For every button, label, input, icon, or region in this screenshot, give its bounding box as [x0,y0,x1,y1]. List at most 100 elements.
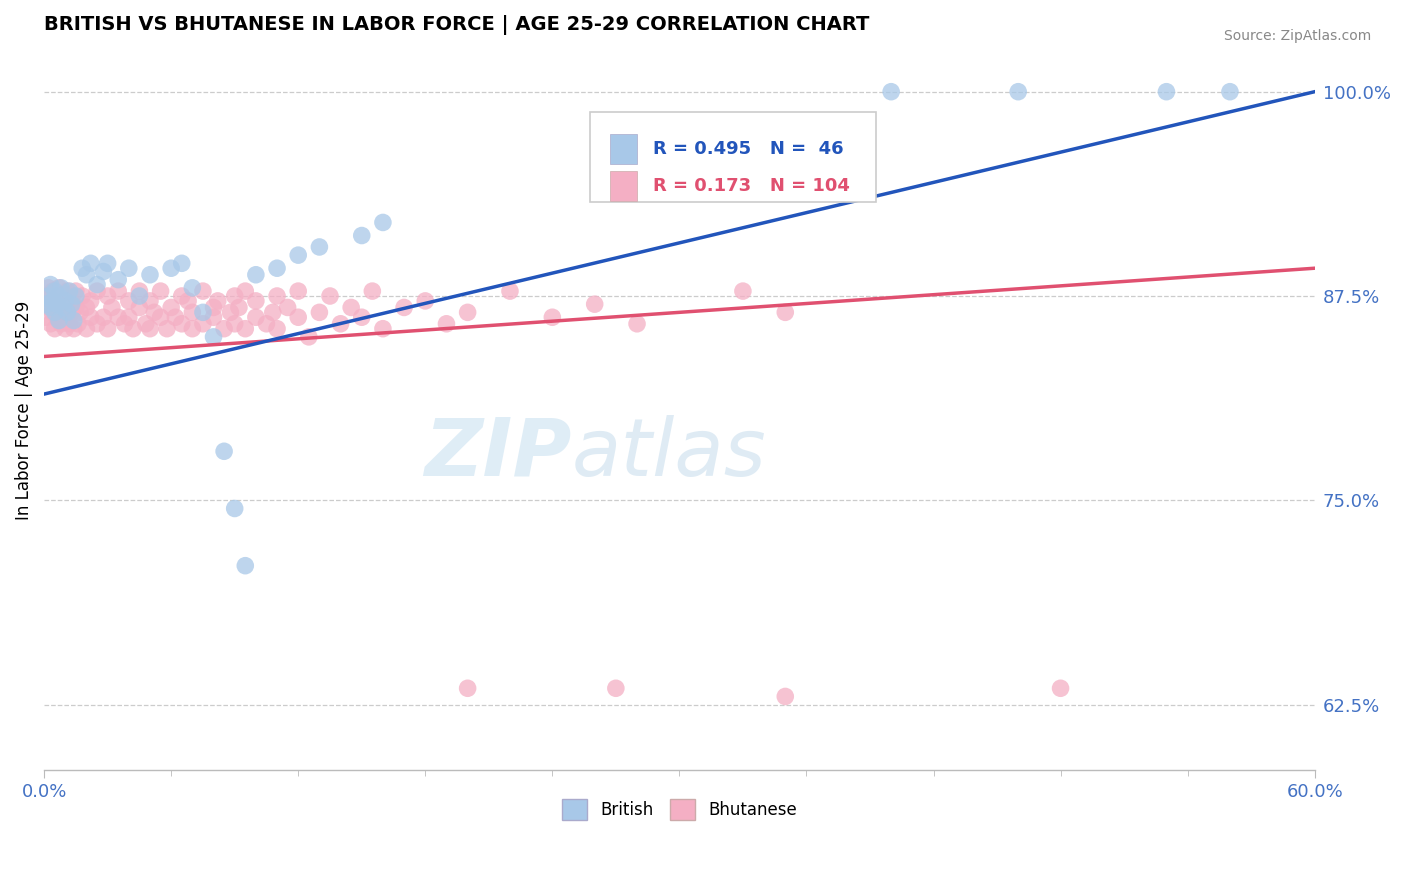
Point [37,297,59,311]
Point [122,321,145,335]
Point [181,305,204,319]
Point [287,310,309,325]
Text: R = 0.495   N =  46: R = 0.495 N = 46 [652,140,844,158]
Point [392,301,415,315]
Point [181,281,204,295]
Point [86,317,108,331]
Point [107,273,129,287]
Point [65,289,87,303]
Point [48,281,70,295]
Point [52,301,75,315]
Text: R = 0.173   N = 104: R = 0.173 N = 104 [652,177,849,194]
Point [44,305,66,319]
Point [93,310,115,325]
Text: atlas: atlas [571,415,766,492]
Point [80,293,103,308]
Point [35,297,58,311]
Legend: British, Bhutanese: British, Bhutanese [555,793,804,826]
Point [202,330,225,344]
Point [775,690,797,704]
Point [436,317,458,331]
Point [775,305,797,319]
Point [53,293,76,308]
Point [160,301,183,315]
Point [48,297,70,311]
Point [118,261,141,276]
Point [41,305,63,319]
Point [499,284,522,298]
Point [48,289,70,303]
Point [118,310,141,325]
Point [56,310,79,325]
Point [191,305,214,319]
Point [49,293,72,308]
Point [191,284,214,298]
Point [56,284,79,298]
Point [308,305,330,319]
Point [262,305,284,319]
Point [350,310,373,325]
Point [149,310,172,325]
Point [170,289,193,303]
Point [605,681,627,696]
Point [245,268,267,282]
Point [58,317,80,331]
Point [128,301,150,315]
FancyBboxPatch shape [610,134,637,164]
Point [457,681,479,696]
Point [880,85,903,99]
Point [266,321,288,335]
Point [41,284,63,298]
Point [62,321,84,335]
Point [128,284,150,298]
Point [298,330,321,344]
Point [48,313,70,327]
Point [156,321,179,335]
Point [319,289,342,303]
Point [44,284,66,298]
Point [202,310,225,325]
Point [53,301,76,315]
Point [107,284,129,298]
Point [80,256,103,270]
Point [219,305,242,319]
Point [52,289,75,303]
Point [245,310,267,325]
Point [1156,85,1178,99]
Point [143,305,166,319]
Point [107,310,129,325]
Point [80,310,103,325]
Point [233,558,256,573]
Point [75,268,97,282]
Point [35,310,58,325]
Point [233,321,256,335]
Point [457,305,479,319]
Point [37,281,59,295]
Point [93,264,115,278]
Point [75,321,97,335]
Point [361,284,384,298]
Point [160,261,183,276]
Point [56,305,79,319]
Point [170,317,193,331]
Point [224,289,246,303]
Point [97,321,120,335]
Point [37,289,59,303]
Point [118,293,141,308]
Point [65,284,87,298]
Text: Source: ZipAtlas.com: Source: ZipAtlas.com [1223,29,1371,43]
Point [39,277,62,292]
Point [60,305,83,319]
Point [228,301,250,315]
Point [75,301,97,315]
Point [541,310,564,325]
Point [49,317,72,331]
Point [1219,85,1241,99]
Point [191,317,214,331]
Point [35,289,58,303]
Point [65,301,87,315]
Point [1049,681,1071,696]
Point [97,256,120,270]
Point [202,301,225,315]
Point [44,301,66,315]
